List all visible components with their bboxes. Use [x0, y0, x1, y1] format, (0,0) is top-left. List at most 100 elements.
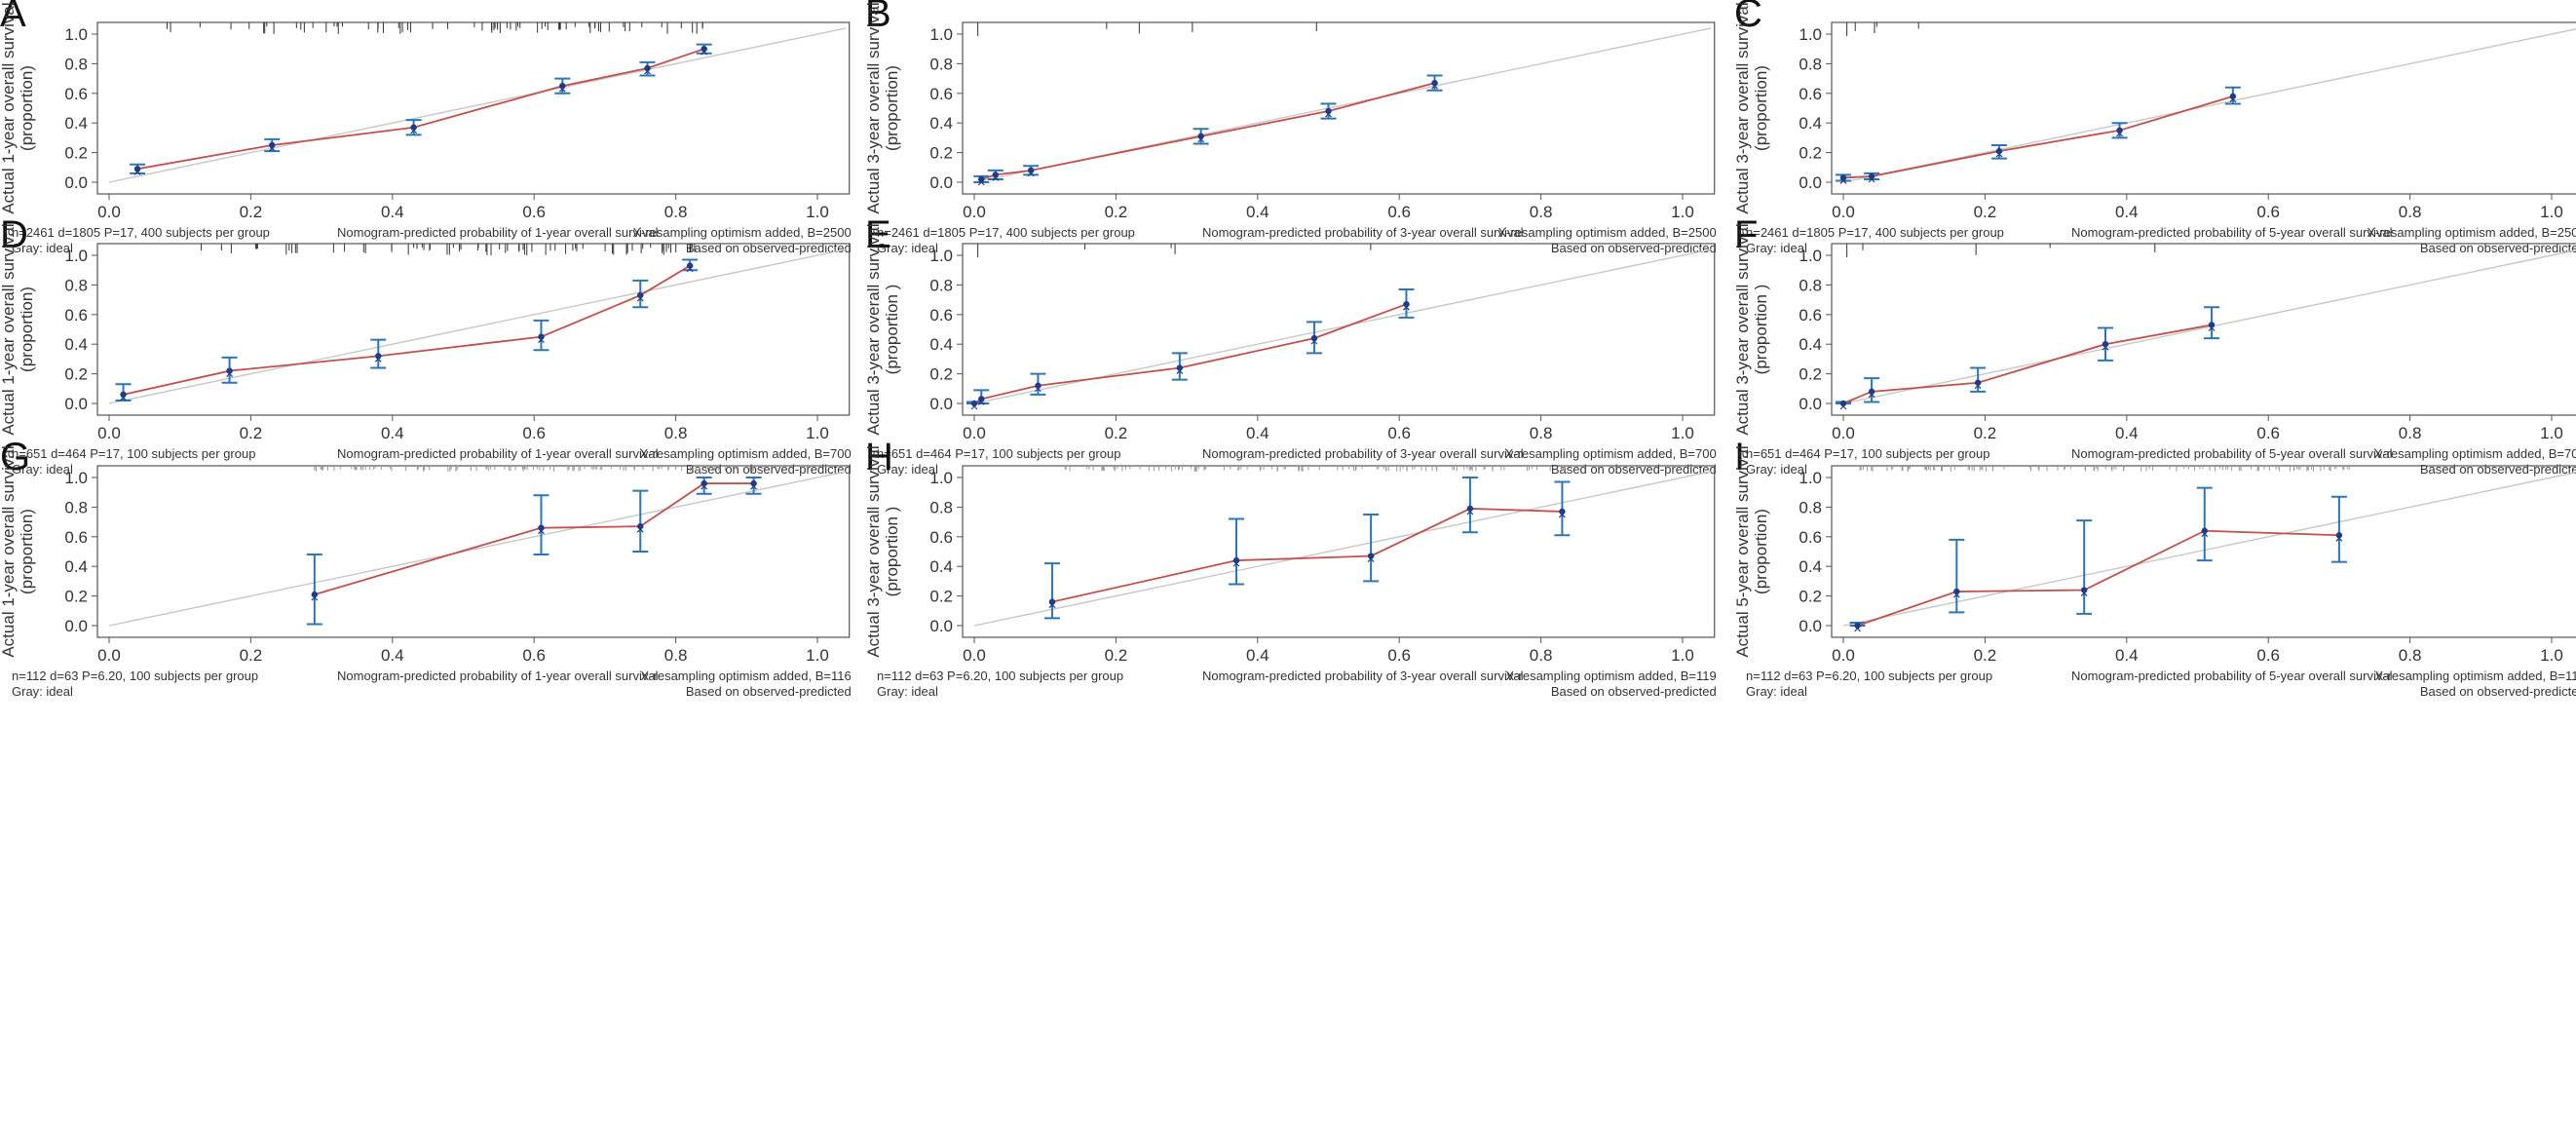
y-axis-label-line2: (proportion): [883, 65, 901, 151]
y-tick-label: 1.0: [1799, 25, 1822, 44]
bias-corrected-mark: [1995, 150, 2003, 158]
x-tick-label: 0.6: [1387, 203, 1411, 221]
x-tick-label: 0.4: [2115, 203, 2139, 221]
x-tick-label: 0.2: [240, 646, 263, 665]
x-tick-label: 0.2: [1974, 646, 1997, 665]
bias-corrected-mark: [2229, 96, 2237, 103]
bias-corrected-mark: [558, 85, 566, 93]
y-tick-label: 0.6: [1799, 306, 1822, 325]
rug-marks: [977, 244, 1372, 257]
bias-corrected-mark: [226, 370, 234, 377]
x-tick-label: 0.4: [381, 203, 404, 221]
bias-corrected-mark: [1952, 591, 1960, 598]
y-tick-label: 0.8: [64, 498, 88, 516]
x-tick-label: 1.0: [2540, 646, 2563, 665]
bias-corrected-mark: [977, 399, 985, 405]
ideal-line: [108, 27, 847, 183]
x-axis-label: Nomogram-predicted probability of 5-year…: [2071, 225, 2393, 240]
bias-corrected-mark: [2208, 325, 2216, 331]
x-tick-label: 0.2: [1974, 203, 1997, 221]
footnote-right: X-resampling optimism added, B=2500: [1497, 225, 1716, 240]
y-tick-label: 0.8: [1799, 276, 1822, 294]
y-axis-label-line1: Actual 3-year overall survival: [864, 445, 883, 657]
rug-marks: [314, 466, 765, 472]
footnote-ideal: Gray: ideal: [1746, 241, 1807, 255]
bias-corrected-mark: [1310, 337, 1318, 345]
bias-corrected-mark: [1403, 303, 1410, 311]
x-tick-label: 1.0: [2540, 424, 2563, 442]
footnote-right: X-resampling optimism added, B=2500: [2367, 225, 2576, 240]
x-axis-label: Nomogram-predicted probability of 1-year…: [337, 225, 659, 240]
bias-corrected-mark: [538, 336, 545, 344]
y-axis-label-line1: Actual 3-year overall survival: [1733, 223, 1752, 435]
bias-corrected-mark: [2201, 530, 2209, 538]
panel-label: I: [1734, 436, 1745, 478]
y-tick-label: 0.4: [929, 114, 953, 133]
error-bar: [1043, 562, 1060, 620]
panel-label: F: [1734, 213, 1758, 256]
y-axis-label: Actual 3-year overall survival (proportio…: [864, 445, 901, 657]
y-tick-label: 0.2: [1799, 588, 1822, 606]
footnote-method: Based on observed-predicted: [1551, 684, 1717, 699]
x-tick-label: 0.4: [1246, 203, 1269, 221]
footnote-left: n=112 d=63 P=6.20, 100 subjects per grou…: [1746, 668, 1992, 683]
y-axis-label-line2: (proportion ): [883, 285, 901, 375]
x-tick-label: 1.0: [1671, 203, 1694, 221]
footnote-method: Based on observed-predicted: [1551, 241, 1717, 255]
y-tick-label: 0.2: [929, 588, 953, 606]
footnote-method: Based on observed-predicted: [2420, 462, 2576, 477]
y-tick-label: 0.2: [1799, 365, 1822, 384]
x-tick-label: 0.6: [2256, 646, 2280, 665]
x-tick-label: 0.8: [664, 424, 688, 442]
error-bar: [306, 554, 322, 626]
bias-corrected-mark: [970, 402, 978, 410]
x-tick-label: 1.0: [1671, 424, 1694, 442]
panel-label: E: [865, 213, 891, 256]
bias-corrected-mark: [992, 173, 1000, 181]
panel-h: H 0.0 0.2 0.4 0.6 0.8 1.0 0.0 0.2 0.4 0.6 0.8 1.0 Act…: [864, 436, 1717, 699]
x-tick-label: 0.6: [2256, 424, 2280, 442]
y-axis-label-line2: (proportion): [18, 509, 36, 594]
bias-corrected-mark: [2116, 130, 2123, 137]
x-tick-label: 0.2: [1105, 203, 1128, 221]
footnote-left: n=112 d=63 P=6.20, 100 subjects per grou…: [877, 668, 1123, 683]
y-tick-label: 0.0: [929, 395, 953, 413]
footnote-left: n=651 d=464 P=17, 100 subjects per group: [1746, 446, 1989, 461]
rug-marks: [166, 22, 703, 34]
x-tick-label: 0.0: [1832, 203, 1855, 221]
x-tick-label: 0.0: [97, 646, 121, 665]
y-axis-label-line2: (proportion): [1752, 509, 1770, 594]
y-tick-label: 0.0: [64, 395, 88, 413]
x-tick-label: 0.2: [240, 203, 263, 221]
x-tick-label: 1.0: [2540, 203, 2563, 221]
y-tick-label: 1.0: [929, 469, 953, 487]
footnote-method: Based on observed-predicted: [1551, 462, 1717, 477]
footnote-method: Based on observed-predicted: [2420, 241, 2576, 255]
bias-corrected-mark: [701, 48, 708, 56]
ideal-line: [1842, 28, 2576, 183]
y-axis-label-line1: Actual 3-year overall survival: [864, 2, 883, 213]
y-axis-label-line1: Actual 3-year overall survival: [864, 223, 883, 435]
y-axis-label: Actual 3-year overall survival (proportio…: [1733, 2, 1770, 213]
bias-corrected-mark: [750, 482, 757, 490]
x-tick-label: 0.0: [97, 203, 121, 221]
error-bar: [1949, 538, 1965, 614]
plot-frame: [1831, 243, 2576, 416]
error-bar: [632, 489, 649, 553]
bias-corrected-mark: [1839, 402, 1847, 410]
x-tick-label: 0.8: [2399, 646, 2422, 665]
y-axis-label: Actual 3-year overall survival (proportio…: [864, 2, 901, 213]
footnote-right: X-resampling optimism added, B=118: [2375, 668, 2576, 683]
y-axis-label-line2: (proportion): [18, 65, 36, 151]
y-axis-label: Actual 1-year overall survival (proportio…: [0, 223, 36, 435]
footnote-ideal: Gray: ideal: [12, 241, 73, 255]
panel-a: A 0.0 0.2 0.4 0.6 0.8 1.0 0.0 0.2 0.4 0.6 0.8 1.0 Act…: [0, 0, 852, 255]
y-tick-label: 0.0: [929, 617, 953, 635]
bias-corrected-mark: [1974, 382, 1982, 390]
panel-label: C: [1734, 0, 1762, 35]
y-axis-label-line1: Actual 3-year overall survival: [1733, 2, 1752, 213]
apparent-line: [123, 264, 691, 396]
x-axis-label: Nomogram-predicted probability of 1-year…: [337, 668, 659, 683]
footnote-left: n=651 d=464 P=17, 100 subjects per group: [877, 446, 1120, 461]
y-tick-label: 0.4: [929, 557, 953, 576]
